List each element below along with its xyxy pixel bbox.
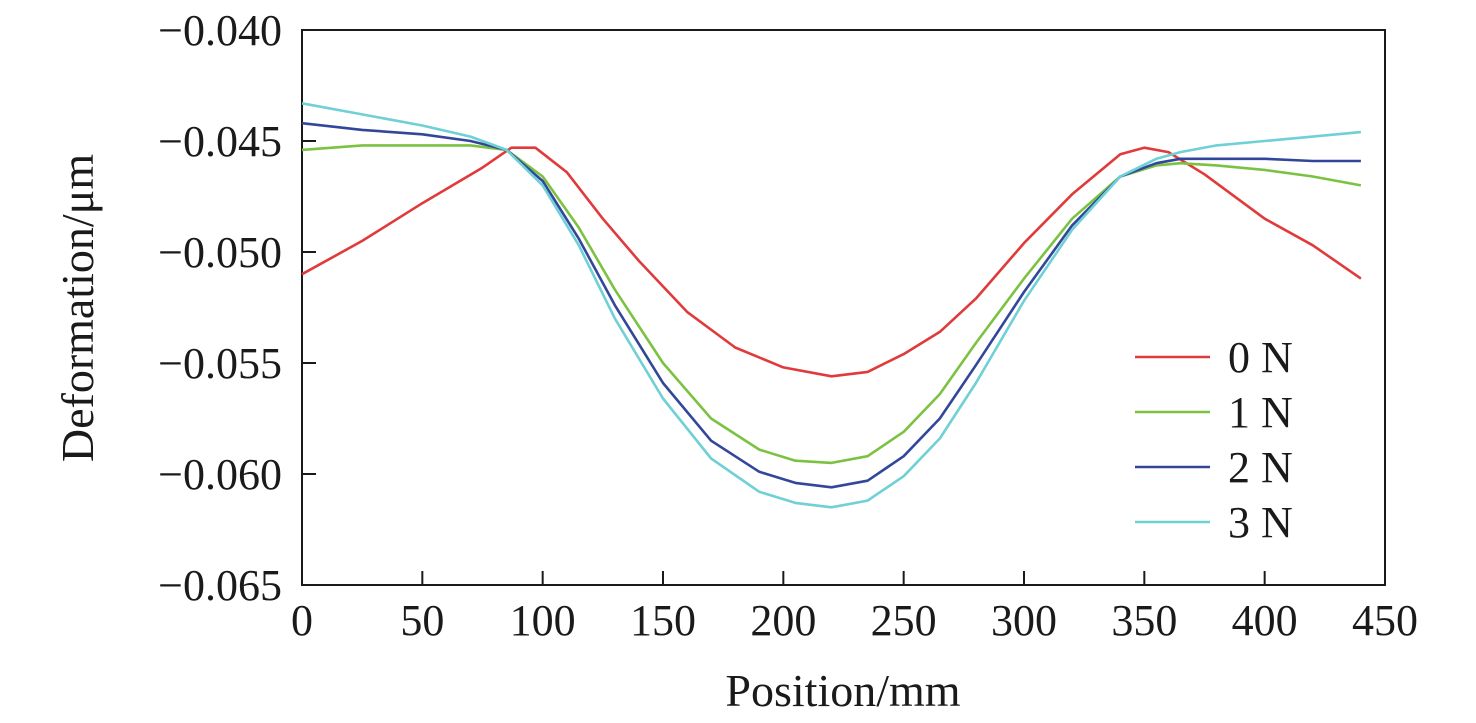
y-axis-title: Deformation/μm <box>52 154 103 462</box>
y-tick-label: −0.050 <box>158 228 282 277</box>
legend-label-3n: 3 N <box>1228 498 1293 547</box>
x-tick-label: 350 <box>1111 596 1177 645</box>
x-tick-label: 150 <box>630 596 696 645</box>
x-axis-title: Position/mm <box>725 665 960 716</box>
y-tick-label: −0.055 <box>158 339 282 388</box>
series-lines <box>301 102 1362 509</box>
axis-ticks: 0 50 100 150 200 250 300 350 400 450 −0.040 −0.045 −… <box>158 6 1418 645</box>
y-tick-label: −0.065 <box>158 561 282 610</box>
y-tick-label: −0.040 <box>158 6 282 55</box>
series-line-2n <box>301 121 1361 489</box>
x-tick-label: 400 <box>1232 596 1298 645</box>
x-tick-label: 450 <box>1352 596 1418 645</box>
series-line-1n <box>301 144 1362 465</box>
x-tick-label: 0 <box>291 596 313 645</box>
legend-label-1n: 1 N <box>1228 388 1293 437</box>
y-tick-label: −0.060 <box>158 450 282 499</box>
legend-label-0n: 0 N <box>1228 333 1293 382</box>
x-tick-label: 100 <box>510 596 576 645</box>
series-line-3n <box>301 102 1362 509</box>
y-tick-label: −0.045 <box>158 117 282 166</box>
legend-label-2n: 2 N <box>1228 443 1293 492</box>
series-line-0n <box>301 146 1362 378</box>
x-tick-label: 250 <box>871 596 937 645</box>
plot-frame <box>301 29 1386 586</box>
x-tick-label: 200 <box>750 596 816 645</box>
x-tick-label: 50 <box>400 596 444 645</box>
legend: 0 N 1 N 2 N 3 N <box>1135 333 1293 547</box>
x-tick-label: 300 <box>991 596 1057 645</box>
